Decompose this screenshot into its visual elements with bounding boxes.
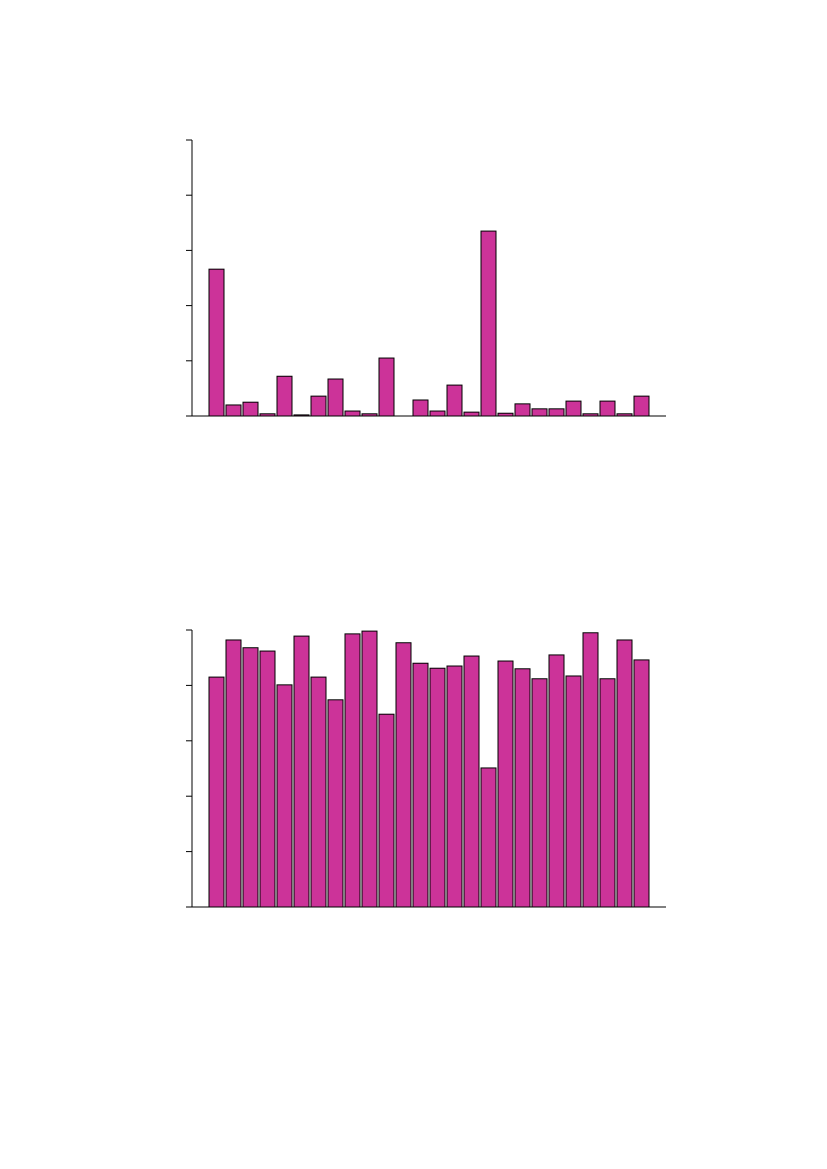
bar — [633, 659, 650, 908]
bar — [582, 413, 599, 417]
bar — [480, 767, 497, 908]
bar — [327, 378, 344, 417]
bar — [565, 400, 582, 417]
bar — [412, 662, 429, 908]
bar — [327, 699, 344, 908]
bar — [548, 408, 565, 417]
bar — [276, 375, 293, 417]
bar — [446, 384, 463, 417]
bar — [514, 403, 531, 417]
bar — [582, 632, 599, 908]
bar — [276, 684, 293, 908]
bar — [565, 675, 582, 908]
bar — [616, 413, 633, 417]
bar — [378, 713, 395, 908]
bar — [429, 667, 446, 908]
bar — [378, 357, 395, 417]
bar — [344, 633, 361, 908]
bar — [548, 654, 565, 908]
bar — [633, 395, 650, 417]
bar — [242, 647, 259, 908]
bar — [310, 395, 327, 417]
bar — [616, 639, 633, 908]
bar — [412, 399, 429, 417]
bar — [225, 404, 242, 417]
bar — [344, 410, 361, 417]
bar — [293, 635, 310, 908]
bar — [480, 230, 497, 417]
bar — [361, 413, 378, 417]
bar — [242, 401, 259, 417]
bar — [208, 268, 225, 417]
bar — [259, 413, 276, 417]
bar — [259, 650, 276, 908]
bar — [361, 630, 378, 908]
bar — [395, 642, 412, 908]
bar — [599, 400, 616, 417]
bar — [225, 639, 242, 908]
bar — [463, 655, 480, 908]
bar — [514, 668, 531, 908]
bar — [599, 678, 616, 908]
bar — [531, 408, 548, 417]
bar — [497, 412, 514, 417]
bar — [463, 411, 480, 417]
bar — [208, 676, 225, 908]
bar — [293, 414, 310, 417]
bar — [310, 676, 327, 908]
bar — [446, 665, 463, 908]
bar — [429, 410, 446, 417]
bar — [531, 678, 548, 908]
bar — [497, 660, 514, 908]
